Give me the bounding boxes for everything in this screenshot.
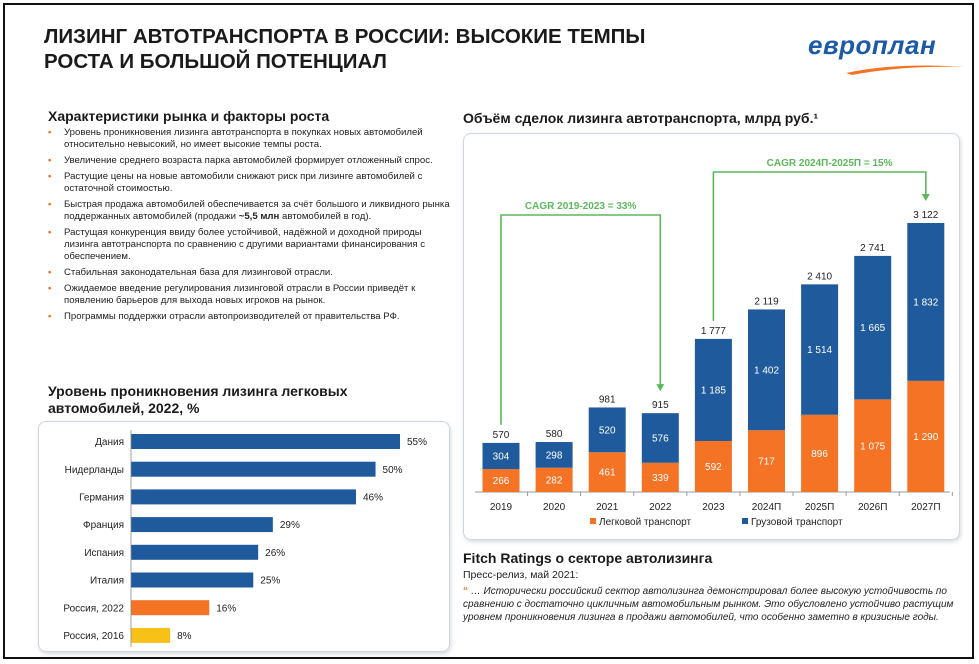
market-bullet: • Быстрая продажа автомобилей обеспечивае… [48,199,450,222]
fitch-subtitle: Пресс-релиз, май 2021: [463,569,579,581]
bullet-dot-icon: • [48,311,52,323]
fitch-quote-text: … Исторически российский сектор автолизи… [463,586,954,623]
market-heading: Характеристики рынка и факторы роста [48,108,330,124]
bullet-dot-icon: • [48,283,52,295]
market-bullet: • Растущие цены на новые автомобили снижа… [48,171,450,194]
market-bullet-list: • Уровень проникновения лизинга автотранс… [48,127,450,328]
bullet-dot-icon: • [48,267,52,278]
page-title-line-1: ЛИЗИНГ АВТОТРАНСПОРТА В РОССИИ: ВЫСОКИЕ … [44,25,646,48]
bullet-text-post: автомобилей в год). [279,211,372,222]
bullet-dot-icon: • [48,227,52,239]
bullet-text: Растущая конкуренция ввиду более устойчи… [64,227,426,262]
bullet-text: Растущие цены на новые автомобили снижаю… [64,171,423,194]
europlan-logo: европлан [808,30,968,78]
bullet-dot-icon: • [48,171,52,183]
volume-chart-title: Объём сделок лизинга автотранспорта, млр… [463,110,819,126]
bullet-text: Ожидаемое введение регулирования лизинго… [64,283,416,306]
penetration-chart-title: Уровень проникновения лизинга легковых а… [48,383,448,417]
bullet-text: Увеличение среднего возраста парка автом… [64,155,433,166]
bullet-text: Уровень проникновения лизинга автотрансп… [64,127,423,150]
fitch-quote: “ … Исторически российский сектор автоли… [463,586,963,624]
quote-mark-icon: “ [463,586,468,597]
penetration-chart-panel [38,421,450,652]
page-title: ЛИЗИНГ АВТОТРАНСПОРТА В РОССИИ: ВЫСОКИЕ … [44,24,744,74]
page-title-line-2: РОСТА И БОЛЬШОЙ ПОТЕНЦИАЛ [44,50,387,73]
market-bullet: • Программы поддержки отрасли автопроизво… [48,311,450,323]
penetration-chart-title-line-2: автомобилей, 2022, % [48,400,200,416]
bullet-dot-icon: • [48,199,52,211]
volume-chart-panel [463,133,960,540]
fitch-heading: Fitch Ratings о секторе автолизинга [463,550,713,566]
bullet-text: Стабильная законодательная база для лизи… [64,267,333,278]
market-bullet: • Ожидаемое введение регулирования лизинг… [48,283,450,306]
bullet-dot-icon: • [48,127,52,138]
bullet-text: Программы поддержки отрасли автопроизвод… [64,311,400,323]
bullet-text-bold: ~5,5 млн [238,211,280,222]
penetration-chart-title-line-1: Уровень проникновения лизинга легковых [48,383,348,399]
market-bullet: • Стабильная законодательная база для лиз… [48,267,450,279]
market-bullet: • Растущая конкуренция ввиду более устойч… [48,227,450,262]
logo-text: европлан [808,30,937,60]
bullet-dot-icon: • [48,155,52,166]
bullet-text-pre: Быстрая продажа автомобилей обеспечивает… [64,199,450,222]
market-bullet: • Увеличение среднего возраста парка авто… [48,155,450,167]
market-bullet: • Уровень проникновения лизинга автотранс… [48,127,450,150]
logo-swoosh-icon [846,65,964,75]
